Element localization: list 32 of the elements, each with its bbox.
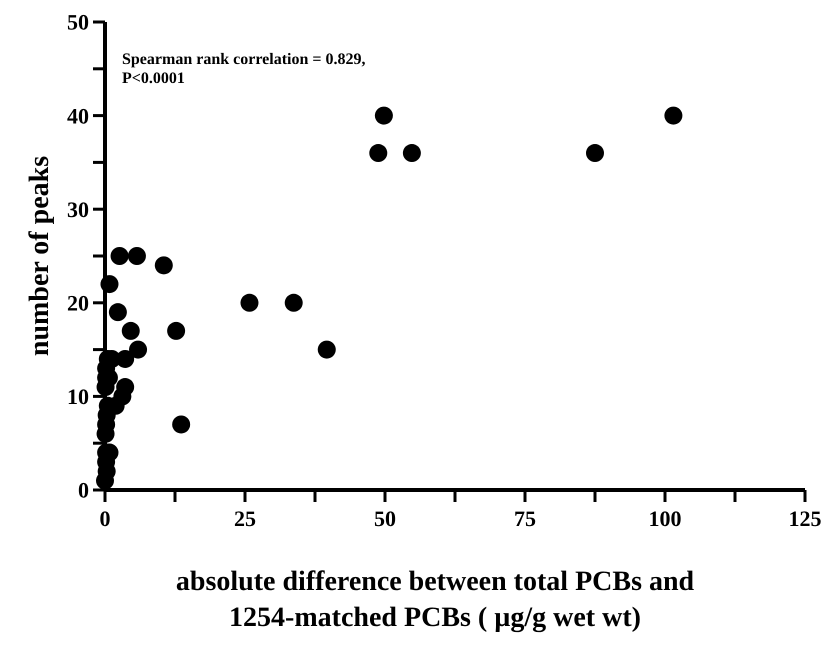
point — [402, 144, 421, 162]
y-tick-label: 0 — [78, 478, 89, 503]
point — [129, 340, 148, 359]
point — [122, 322, 140, 340]
point — [172, 415, 190, 434]
point — [110, 247, 129, 265]
x-tick-label: 75 — [514, 506, 536, 531]
point — [108, 303, 127, 322]
point — [664, 106, 682, 125]
x-tick-label: 0 — [100, 506, 110, 531]
point — [318, 340, 336, 359]
x-tick-label: 25 — [234, 506, 256, 531]
x-tick-label: 100 — [648, 506, 682, 531]
point — [100, 275, 118, 294]
y-tick-label: 40 — [67, 103, 89, 128]
y-tick-label: 20 — [67, 290, 89, 316]
point — [586, 144, 604, 162]
annotation: Spearman rank correlation = 0.829, P<0.0001 — [122, 51, 366, 87]
point — [240, 294, 258, 312]
y-tick-label: 30 — [67, 196, 89, 222]
x-tick-label: 125 — [788, 506, 822, 531]
y-tick-label: 10 — [67, 384, 89, 410]
point — [167, 322, 186, 340]
y-axis-title: number of peaks — [24, 156, 55, 356]
point — [369, 144, 388, 162]
x-axis-title: absolute difference between total PCBs and 1254-matched PCBs ( µg/g wet wt) — [176, 566, 695, 633]
point — [154, 256, 173, 274]
point — [284, 294, 303, 312]
point — [374, 106, 393, 125]
y-tick-label: 50 — [67, 10, 89, 35]
point — [128, 247, 146, 265]
x-tick-label: 50 — [374, 506, 396, 531]
